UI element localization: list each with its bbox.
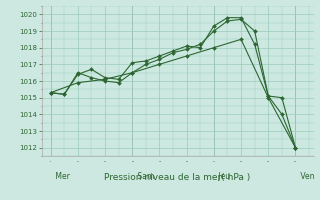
X-axis label: Pression niveau de la mer( hPa ): Pression niveau de la mer( hPa ) — [104, 173, 251, 182]
Text: Jeu: Jeu — [216, 172, 230, 181]
Text: Ven: Ven — [298, 172, 314, 181]
Text: Mer: Mer — [53, 172, 70, 181]
Text: Sam: Sam — [134, 172, 154, 181]
